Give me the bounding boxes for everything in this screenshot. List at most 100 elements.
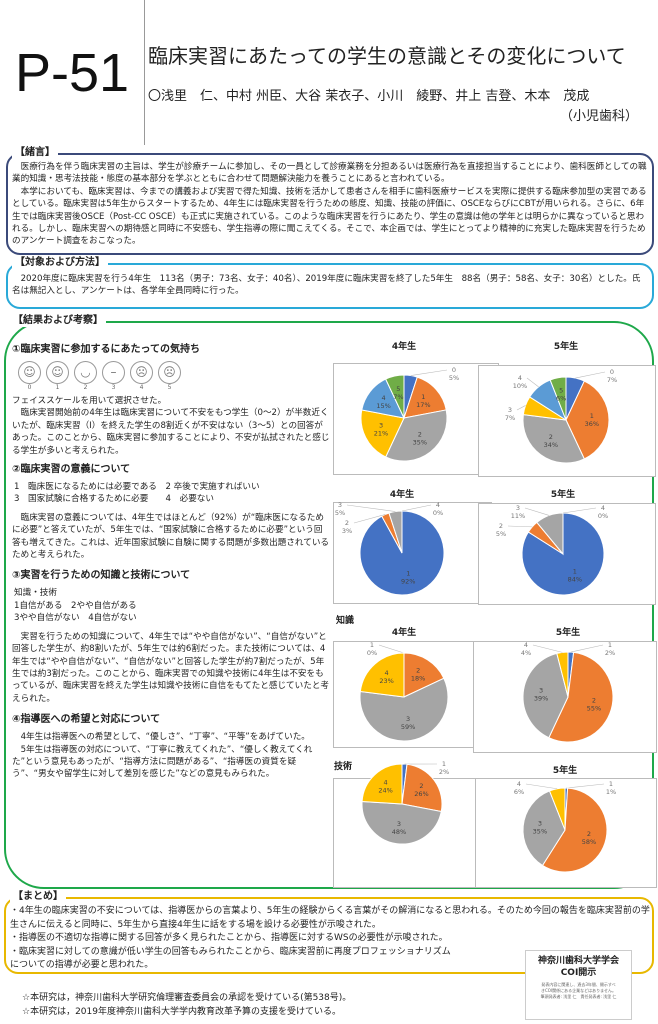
face-item: ☹ 5 bbox=[158, 361, 181, 392]
note-ethics: ☆本研究は，神奈川歯科大学研究倫理審査委員会の承認を受けている(第538号)。 bbox=[22, 993, 352, 1003]
section-1-title: ①臨床実習に参加するにあたっての気持ち bbox=[12, 344, 200, 355]
pie-slice-2 bbox=[403, 652, 445, 698]
pie-leader-line bbox=[562, 507, 597, 514]
pie-slice-3 bbox=[361, 800, 442, 845]
chart-title: 5年生 bbox=[552, 766, 578, 776]
pie-data-label: 4 23% bbox=[379, 669, 393, 685]
face-4-icon: ☹ bbox=[130, 361, 153, 384]
pie-slice-4 bbox=[548, 787, 566, 831]
pie-data-label: 1 84% bbox=[568, 568, 582, 584]
pie-leader-line bbox=[410, 369, 448, 376]
pie-leader-line bbox=[507, 525, 533, 528]
results-heading: 【結果および考察】 bbox=[10, 315, 106, 327]
pie-leader-line bbox=[378, 644, 405, 654]
pie-slice-4 bbox=[359, 652, 405, 698]
pie-data-label: 2 5% bbox=[496, 522, 506, 538]
intro-paragraph-2: 本学においても、臨床実習は、今までの講義および実習で得た知識、技術を活かして患者… bbox=[12, 186, 647, 247]
section-2-options: 1 臨床医になるためには必要である 2 卒後で実施すればいい 3 国家試験に合格… bbox=[14, 482, 260, 505]
pie-data-label: 2 26% bbox=[414, 782, 428, 798]
pie-slice-4 bbox=[361, 763, 403, 805]
results-left-column: ①臨床実習に参加するにあたっての気持ち ☺ 0 ☺ 1 ◡ 2 –3 ☹ 4 ☹ 5 フェ… bbox=[12, 343, 330, 781]
pie-data-label: 1 2% bbox=[605, 641, 615, 657]
face-item: ☺ 0 bbox=[18, 361, 41, 392]
pie-data-label: 3 39% bbox=[534, 686, 548, 702]
section-3-options: 知識・技術 1自信がある 2やや自信がある 3やや自信がない 4自信がない bbox=[14, 588, 137, 624]
department: （小児歯科） bbox=[560, 109, 639, 124]
coi-title: 神奈川歯科大学学会 COI開示 bbox=[537, 956, 619, 978]
note-funding: ☆本研究は，2019年度神奈川歯科大学学内教育改革予算の支援を受けている。 bbox=[22, 1007, 341, 1017]
pie-leader-line bbox=[526, 377, 539, 388]
pie-leader-line bbox=[401, 504, 432, 512]
pie-slice-3 bbox=[522, 652, 569, 739]
summary-heading: 【まとめ】 bbox=[10, 891, 66, 903]
face-item: ☹ 4 bbox=[130, 361, 153, 392]
pie-slice-1 bbox=[403, 376, 447, 419]
pie-data-label: 3 21% bbox=[374, 422, 388, 438]
summary-text: ・4年生の臨床実習の不安については、指導医からの言葉より、5年生の経験からくる言… bbox=[10, 906, 650, 970]
face-item: ☺ 1 bbox=[46, 361, 69, 392]
pie-data-label: 1 0% bbox=[367, 641, 377, 657]
section-2-title: ②臨床実習の意義について bbox=[12, 464, 131, 476]
knowledge-label: 知識 bbox=[336, 616, 355, 626]
section-3-text: 実習を行うための知識について、4年生では“やや自信がない”、“自信がない”と回答… bbox=[12, 631, 330, 704]
face-label: 1 bbox=[55, 384, 60, 391]
pie-data-label: 1 36% bbox=[585, 412, 599, 428]
chart-title: 5年生 bbox=[555, 628, 581, 638]
face-3-icon: – bbox=[102, 361, 125, 384]
coi-text: 発表内容に関連し、過去3年間、開示すべきCOI関係にある企業などはありません。筆… bbox=[540, 982, 617, 999]
pie-leader-line bbox=[516, 405, 526, 411]
pie-leader-line bbox=[524, 507, 550, 516]
pie-data-label: 3 5% bbox=[335, 501, 345, 517]
section-4-text: 4年生は指導医への希望として、“優しさ”、“丁寧”、“平等”をあげていた。 5年… bbox=[12, 732, 313, 780]
pie-slice-3 bbox=[522, 790, 566, 867]
intro-body: 医療行為を伴う臨床実習の主旨は、学生が診療チームに参加し、その一員として診療業務… bbox=[12, 161, 648, 248]
pie-data-label: 2 58% bbox=[582, 830, 596, 846]
face-label: 5 bbox=[167, 384, 172, 391]
pie-slice-3 bbox=[360, 409, 405, 458]
pie-data-label: 2 34% bbox=[544, 433, 558, 449]
section-4-title: ④指導医への希望と対応について bbox=[12, 714, 161, 726]
pie-data-label: 1 2% bbox=[439, 760, 449, 776]
pie-leader-line bbox=[353, 514, 386, 524]
pie-data-label: 2 3% bbox=[342, 519, 352, 535]
pie-data-label: 3 35% bbox=[533, 820, 547, 836]
pie-data-label: 4 10% bbox=[513, 374, 527, 390]
face-0-icon: ☺ bbox=[18, 361, 41, 384]
face-scale: ☺ 0 ☺ 1 ◡ 2 –3 ☹ 4 ☹ 5 bbox=[18, 361, 330, 392]
intro-box bbox=[6, 153, 654, 255]
pie-data-label: 3 59% bbox=[401, 715, 415, 731]
face-2-icon: ◡ bbox=[74, 361, 97, 384]
chart-title: 5年生 bbox=[553, 342, 579, 352]
pie-leader-line bbox=[570, 644, 604, 653]
authors: 〇浅里 仁、中村 州臣、大谷 茉衣子、小川 綾野、井上 吉登、木本 茂成 bbox=[148, 89, 590, 104]
pie-leader-line bbox=[575, 371, 606, 379]
pie-slice-3 bbox=[536, 512, 564, 556]
pie-data-label: 5 6% bbox=[556, 387, 566, 403]
pie-slice-2 bbox=[401, 763, 443, 813]
pie-slice-4 bbox=[556, 651, 569, 698]
pie-slice-5 bbox=[385, 374, 405, 419]
pie-data-label: 5 7% bbox=[393, 385, 403, 401]
pie-data-label: 1 92% bbox=[401, 569, 415, 585]
pie-leader-line bbox=[532, 644, 563, 653]
methods-box bbox=[6, 263, 654, 309]
technique-label: 技術 bbox=[334, 762, 353, 772]
pie-data-label: 4 4% bbox=[521, 641, 531, 657]
face-label: 4 bbox=[139, 384, 144, 391]
pie-data-label: 4 24% bbox=[378, 779, 392, 795]
face-1-icon: ☺ bbox=[46, 361, 69, 384]
pie-data-label: 0 5% bbox=[449, 366, 459, 382]
poster-number: P-51 bbox=[0, 0, 145, 145]
face-item: –3 bbox=[102, 361, 125, 392]
chart-title: 5年生 bbox=[550, 490, 576, 500]
section-1-text: フェイススケールを用いて選択させた。 臨床実習開始前の4年生は臨床実習について不… bbox=[12, 396, 330, 456]
results-box bbox=[4, 321, 654, 889]
pie-data-label: 3 11% bbox=[511, 504, 525, 520]
pie-slice-5 bbox=[549, 376, 567, 421]
